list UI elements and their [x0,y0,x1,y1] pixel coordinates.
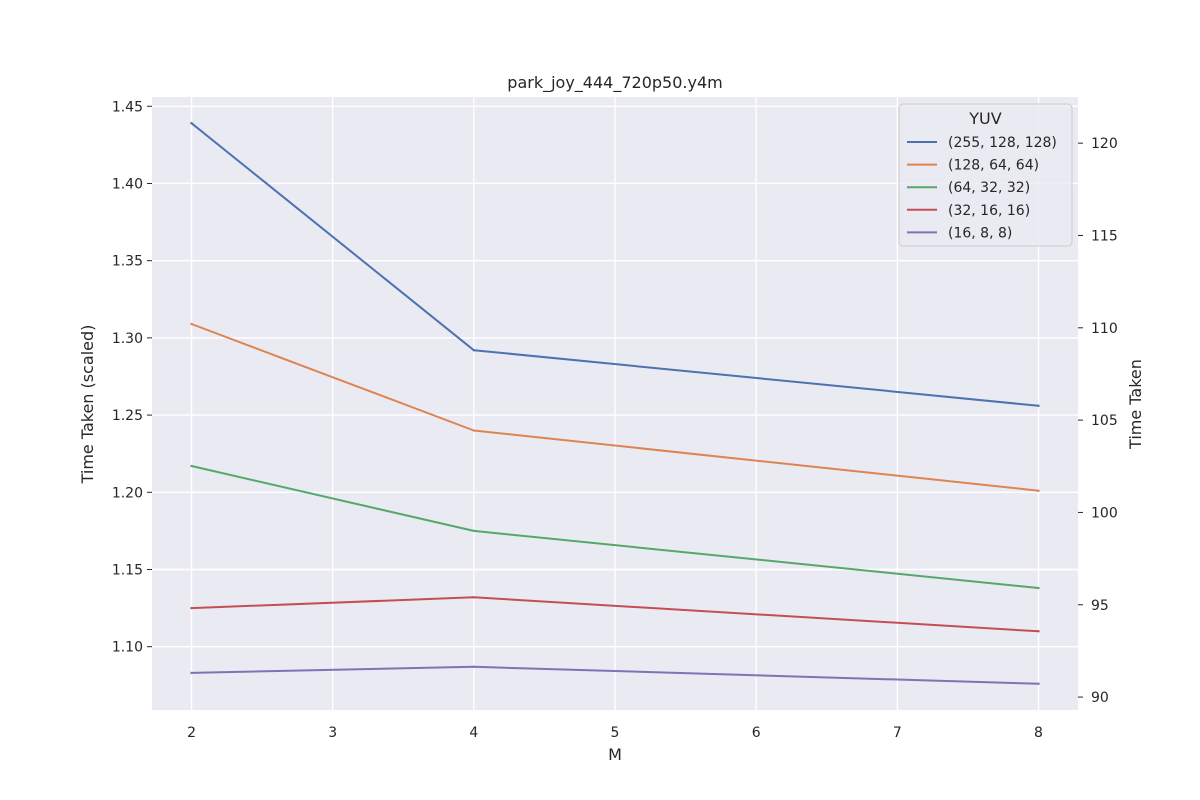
left-y-axis: 1.10 1.15 1.20 1.25 1.30 1.35 1.40 1.45 [112,99,152,656]
y-right-tick-label: 95 [1091,598,1109,614]
data-point [472,596,476,599]
y-right-tick-label: 90 [1091,690,1109,706]
y-right-tick-label: 100 [1091,505,1118,521]
x-tick-label: 5 [611,725,620,741]
y-tick-label: 1.30 [112,331,143,347]
y-right-tick-label: 115 [1091,228,1118,244]
y-right-tick-label: 110 [1091,321,1118,337]
y-right-tick-label: 120 [1091,136,1118,152]
data-point [1037,682,1040,685]
legend-entry: (16, 8, 8) [948,225,1012,241]
legend-entry: (64, 32, 32) [948,180,1030,196]
y-tick-label: 1.40 [112,176,143,192]
data-point [190,122,193,125]
y-tick-label: 1.45 [112,99,143,115]
data-point [1037,404,1040,408]
legend-entry: (255, 128, 128) [948,135,1057,151]
data-point [190,322,193,326]
x-tick-label: 8 [1034,725,1043,741]
legend-entry: (128, 64, 64) [948,158,1039,174]
data-point [190,464,193,468]
y-tick-label: 1.15 [112,562,143,578]
data-point [472,429,476,432]
chart-title: park_joy_444_720p50.y4m [507,73,722,93]
data-point [472,529,476,533]
y-right-tick-label: 105 [1091,413,1118,429]
grid-lines [152,97,1078,710]
legend-items: (255, 128, 128) (128, 64, 64) (64, 32, 32)… [907,135,1057,241]
data-point [1037,630,1040,633]
y-tick-label: 1.10 [112,640,143,656]
right-y-axis: 90 95 100 105 110 115 120 [1078,136,1118,706]
data-point [472,665,476,668]
x-axis: 2 3 4 5 6 7 8 [187,725,1043,741]
y-tick-label: 1.25 [112,408,143,424]
x-tick-label: 7 [893,725,902,741]
legend: YUV (255, 128, 128) (128, 64, 64) (64, 32,… [898,103,1073,247]
y-tick-label: 1.35 [112,254,143,270]
series-layer [190,122,1040,685]
legend-box [898,103,1073,247]
x-tick-label: 4 [469,725,478,741]
data-point [1037,489,1040,492]
x-axis-label: M [608,745,622,764]
x-tick-label: 2 [187,725,196,741]
data-point [1037,586,1040,590]
legend-title: YUV [968,109,1001,128]
y-tick-label: 1.20 [112,485,143,501]
data-point [190,671,193,675]
data-point [472,349,476,352]
data-point [190,606,193,610]
y-axis-right-label: Time Taken [1126,359,1145,450]
x-tick-label: 3 [328,725,337,741]
x-tick-label: 6 [752,725,761,741]
y-axis-label: Time Taken (scaled) [78,325,97,485]
legend-entry: (32, 16, 16) [948,203,1030,219]
